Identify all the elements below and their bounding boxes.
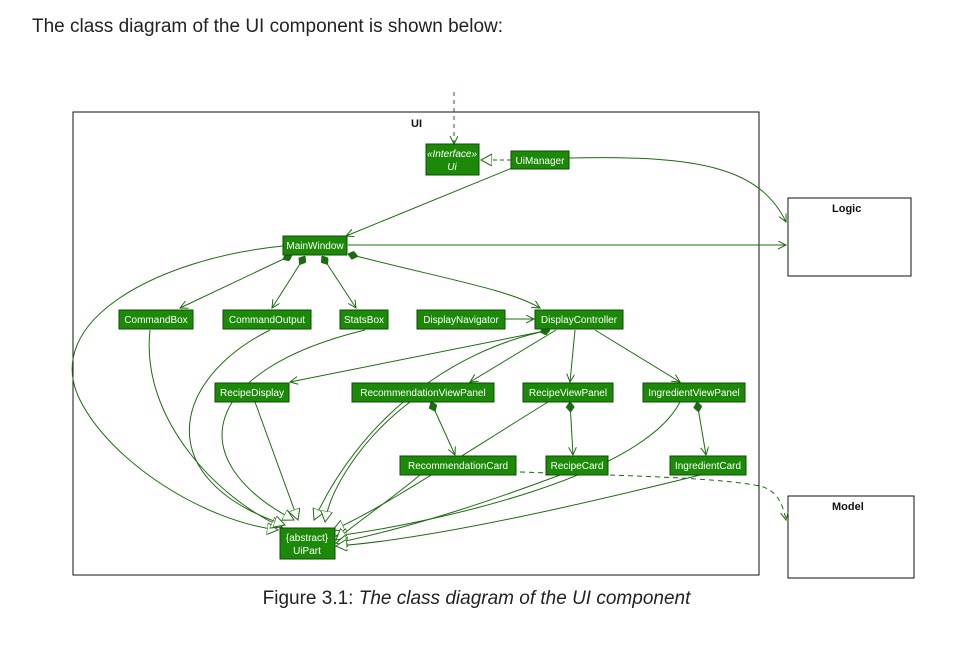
recipedisplay-node: RecipeDisplay xyxy=(214,382,290,403)
commandbox-node: CommandBox xyxy=(118,309,194,330)
ingredientcard-node: IngredientCard xyxy=(669,455,747,476)
edge-ingredientviewpanel-card xyxy=(697,402,706,455)
uimanager-label: UiManager xyxy=(516,156,566,167)
edge-mainwindow-displaycontroller xyxy=(348,254,540,308)
recommendationviewpanel-label: RecommendationViewPanel xyxy=(360,388,485,399)
edge-controller-recommendationpanel xyxy=(470,329,557,382)
edge-recipecard-extends-uipart xyxy=(336,474,561,543)
edge-controller-recipedisplay xyxy=(290,330,550,382)
logic-label: Logic xyxy=(832,203,861,215)
displaynavigator-node: DisplayNavigator xyxy=(416,309,506,330)
mainwindow-label: MainWindow xyxy=(286,241,344,252)
commandoutput-node: CommandOutput xyxy=(222,309,312,330)
edge-mainwindow-commandoutput xyxy=(272,256,305,308)
logic-box xyxy=(787,197,912,277)
ingredientcard-label: IngredientCard xyxy=(675,461,741,472)
recommendationviewpanel-node: RecommendationViewPanel xyxy=(351,382,495,403)
uipart-node: {abstract} UiPart xyxy=(279,527,336,560)
uipart-label: UiPart xyxy=(293,546,321,557)
commandbox-label: CommandBox xyxy=(124,315,187,326)
edge-mainwindow-extends-uipart xyxy=(71,245,284,530)
model-box xyxy=(787,495,915,579)
commandoutput-label: CommandOutput xyxy=(229,315,305,326)
model-label: Model xyxy=(832,501,864,513)
edge-commandoutput-extends-uipart xyxy=(189,329,285,525)
edge-recipeviewpanel-extends-uipart xyxy=(333,401,549,530)
intro-text: The class diagram of the UI component is… xyxy=(32,16,504,37)
edge-recommendationpanel-extends-uipart xyxy=(325,401,411,522)
edge-controller-ingredientviewpanel xyxy=(594,329,680,382)
edge-controller-recipeviewpanel xyxy=(570,329,576,382)
displaycontroller-node: DisplayController xyxy=(534,309,624,330)
recipedisplay-label: RecipeDisplay xyxy=(220,388,284,399)
edge-recommendationcard-extends-uipart xyxy=(336,474,421,540)
uipart-stereotype: {abstract} xyxy=(286,533,329,544)
edge-ingredientcard-extends-uipart xyxy=(336,474,701,546)
mainwindow-node: MainWindow xyxy=(282,235,348,256)
figure-label: Figure 3.1: xyxy=(262,588,354,609)
recommendationcard-node: RecommendationCard xyxy=(399,455,517,476)
uimanager-node: UiManager xyxy=(510,150,570,170)
figure-title: The class diagram of the UI component xyxy=(358,588,691,609)
recipeviewpanel-node: RecipeViewPanel xyxy=(522,382,614,403)
ui-package-label: UI xyxy=(411,118,422,130)
ui-interface-node: «Interface» Ui xyxy=(425,143,480,176)
statsbox-node: StatsBox xyxy=(339,309,389,330)
recommendationcard-label: RecommendationCard xyxy=(408,461,508,472)
figure-caption: Figure 3.1: The class diagram of the UI … xyxy=(0,588,953,610)
displaynavigator-label: DisplayNavigator xyxy=(423,315,499,326)
statsbox-label: StatsBox xyxy=(344,315,384,326)
edge-uimanager-to-mainwindow xyxy=(346,167,513,236)
edge-ingredientviewpanel-extends-uipart xyxy=(336,401,681,536)
edge-uimanager-to-logic xyxy=(568,157,786,222)
edge-recipedisplay-extends-uipart xyxy=(254,401,298,520)
ingredientviewpanel-label: IngredientViewPanel xyxy=(648,388,740,399)
recipeviewpanel-label: RecipeViewPanel xyxy=(529,388,607,399)
ui-stereotype: «Interface» xyxy=(427,149,477,160)
recipecard-label: RecipeCard xyxy=(551,461,604,472)
ui-package-frame xyxy=(72,111,760,576)
ingredientviewpanel-node: IngredientViewPanel xyxy=(642,382,746,403)
edge-statsbox-extends-uipart xyxy=(221,329,366,520)
edge-recommendationpanel-card xyxy=(431,402,455,455)
displaycontroller-label: DisplayController xyxy=(541,315,618,326)
recipecard-node: RecipeCard xyxy=(545,455,609,476)
ui-name: Ui xyxy=(447,162,457,173)
edge-recipeviewpanel-card xyxy=(570,402,573,455)
